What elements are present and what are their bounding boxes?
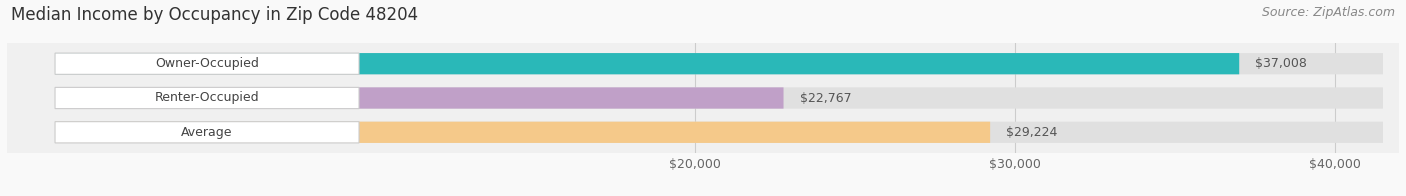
FancyBboxPatch shape (55, 122, 359, 143)
FancyBboxPatch shape (55, 53, 1239, 74)
FancyBboxPatch shape (55, 122, 1384, 143)
FancyBboxPatch shape (55, 87, 1384, 109)
Text: Source: ZipAtlas.com: Source: ZipAtlas.com (1261, 6, 1395, 19)
FancyBboxPatch shape (55, 53, 359, 74)
FancyBboxPatch shape (55, 53, 1384, 74)
FancyBboxPatch shape (55, 122, 990, 143)
FancyBboxPatch shape (55, 87, 359, 109)
FancyBboxPatch shape (55, 87, 783, 109)
Text: Owner-Occupied: Owner-Occupied (155, 57, 259, 70)
Text: $22,767: $22,767 (800, 92, 851, 104)
Text: $29,224: $29,224 (1007, 126, 1057, 139)
Text: Median Income by Occupancy in Zip Code 48204: Median Income by Occupancy in Zip Code 4… (11, 6, 419, 24)
Text: Average: Average (181, 126, 233, 139)
Text: $37,008: $37,008 (1256, 57, 1308, 70)
Text: Renter-Occupied: Renter-Occupied (155, 92, 259, 104)
